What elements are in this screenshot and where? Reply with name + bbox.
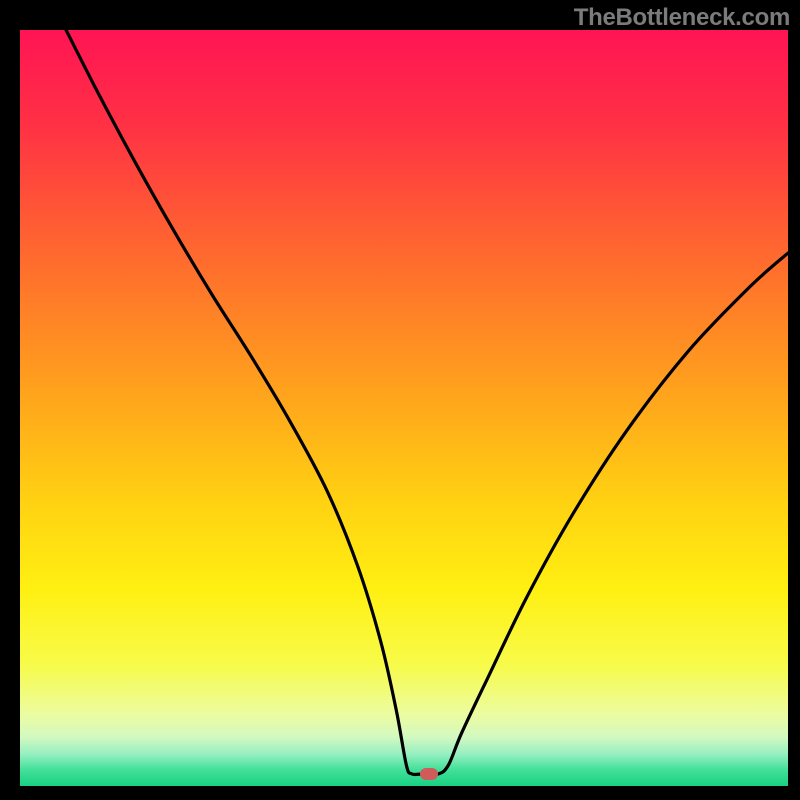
chart-root: TheBottleneck.com <box>0 0 800 800</box>
plot-gradient-background <box>20 30 788 786</box>
optimum-marker <box>420 768 438 780</box>
watermark-text: TheBottleneck.com <box>574 4 790 32</box>
